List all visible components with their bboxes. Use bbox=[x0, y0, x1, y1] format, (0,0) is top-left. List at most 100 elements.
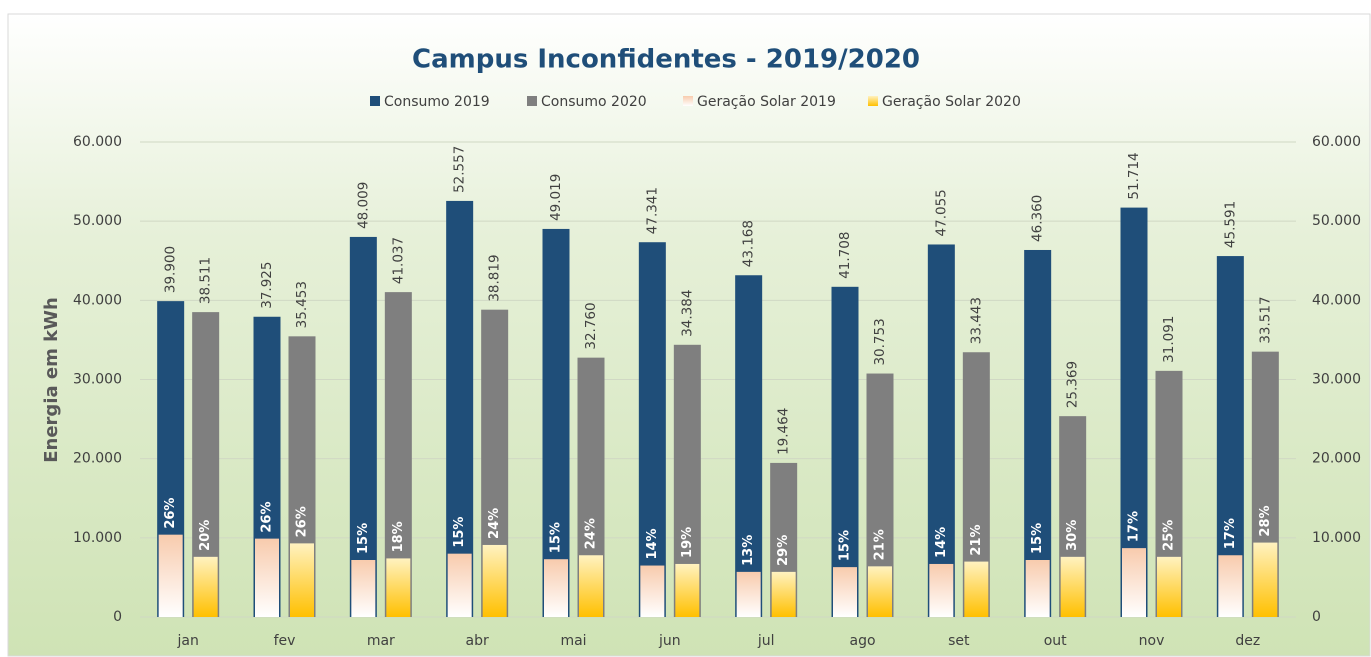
value-label: 47.341 bbox=[644, 187, 660, 234]
solar-bar bbox=[1122, 548, 1146, 617]
solar-bar bbox=[544, 559, 568, 617]
bar bbox=[542, 228, 570, 617]
solar-bar bbox=[929, 563, 954, 617]
percent-label: 19% bbox=[680, 527, 695, 558]
solar-bar bbox=[447, 553, 472, 617]
value-label: 41.708 bbox=[837, 232, 853, 279]
solar-bar bbox=[158, 534, 183, 617]
percent-label: 28% bbox=[1258, 505, 1273, 536]
percent-label: 15% bbox=[838, 530, 853, 561]
y-tick-label: 40.000 bbox=[73, 292, 122, 308]
solar-bar bbox=[833, 567, 857, 617]
value-label: 38.819 bbox=[487, 254, 503, 301]
legend-swatch bbox=[868, 96, 878, 106]
value-label: 35.453 bbox=[294, 281, 310, 328]
value-label: 39.900 bbox=[163, 246, 179, 293]
y2-tick-label: 60.000 bbox=[1312, 134, 1361, 150]
bar bbox=[831, 286, 859, 617]
solar-bar bbox=[1157, 556, 1181, 617]
solar-bar bbox=[255, 538, 279, 617]
percent-label: 15% bbox=[549, 522, 564, 553]
legend-label: Consumo 2019 bbox=[384, 94, 490, 110]
percent-label: 18% bbox=[391, 521, 406, 552]
percent-label: 30% bbox=[1065, 520, 1080, 551]
percent-label: 20% bbox=[198, 520, 213, 551]
value-label: 43.168 bbox=[741, 220, 757, 267]
legend-swatch bbox=[683, 96, 693, 106]
percent-label: 15% bbox=[356, 523, 371, 554]
solar-bar bbox=[771, 571, 796, 617]
x-tick-label: fev bbox=[274, 633, 296, 649]
value-label: 38.511 bbox=[198, 257, 214, 304]
bar bbox=[927, 244, 955, 617]
solar-bar bbox=[868, 566, 892, 617]
percent-label: 24% bbox=[487, 508, 502, 539]
value-label: 30.753 bbox=[872, 318, 888, 365]
value-label: 51.714 bbox=[1126, 152, 1142, 199]
percent-label: 26% bbox=[260, 502, 275, 533]
percent-label: 25% bbox=[1162, 520, 1177, 551]
percent-label: 17% bbox=[1127, 511, 1142, 542]
y-tick-label: 60.000 bbox=[73, 134, 122, 150]
percent-label: 26% bbox=[163, 498, 178, 529]
value-label: 34.384 bbox=[679, 290, 695, 337]
percent-label: 17% bbox=[1223, 518, 1238, 549]
value-label: 31.091 bbox=[1161, 316, 1177, 363]
value-label: 32.760 bbox=[583, 302, 599, 349]
bar bbox=[446, 200, 474, 617]
solar-bar bbox=[640, 565, 665, 617]
x-tick-label: nov bbox=[1139, 633, 1165, 649]
x-tick-label: jul bbox=[757, 633, 775, 649]
x-tick-label: ago bbox=[849, 633, 875, 649]
value-label: 47.055 bbox=[933, 189, 949, 236]
solar-bar bbox=[290, 543, 314, 617]
value-label: 41.037 bbox=[390, 237, 406, 284]
y-tick-label: 0 bbox=[113, 609, 122, 625]
solar-bar bbox=[193, 556, 218, 617]
percent-label: 26% bbox=[295, 506, 310, 537]
legend-label: Consumo 2020 bbox=[541, 94, 647, 110]
x-tick-label: mai bbox=[560, 633, 586, 649]
value-label: 37.925 bbox=[259, 262, 275, 309]
bar bbox=[638, 242, 666, 617]
x-tick-label: abr bbox=[466, 633, 489, 649]
value-label: 52.557 bbox=[452, 146, 468, 193]
legend-label: Geração Solar 2020 bbox=[882, 94, 1021, 110]
x-tick-label: jan bbox=[176, 633, 198, 649]
value-label: 48.009 bbox=[355, 182, 371, 229]
value-label: 25.369 bbox=[1065, 361, 1081, 408]
value-label: 33.443 bbox=[968, 297, 984, 344]
percent-label: 13% bbox=[741, 535, 756, 566]
x-tick-label: out bbox=[1044, 633, 1067, 649]
solar-bar bbox=[1253, 542, 1278, 617]
chart-title: Campus Inconfidentes - 2019/2020 bbox=[412, 45, 920, 75]
solar-bar bbox=[1218, 555, 1243, 617]
solar-bar bbox=[1025, 560, 1050, 617]
y2-tick-label: 10.000 bbox=[1312, 530, 1361, 546]
legend-swatch bbox=[370, 96, 380, 106]
solar-bar bbox=[675, 563, 700, 617]
bar bbox=[735, 275, 763, 617]
y2-tick-label: 0 bbox=[1312, 609, 1321, 625]
y-tick-label: 20.000 bbox=[73, 451, 122, 467]
percent-label: 15% bbox=[1030, 523, 1045, 554]
percent-label: 15% bbox=[452, 517, 467, 548]
y2-tick-label: 20.000 bbox=[1312, 451, 1361, 467]
value-label: 45.591 bbox=[1222, 201, 1238, 248]
y2-tick-label: 30.000 bbox=[1312, 372, 1361, 388]
y-axis-title: Energia em kWh bbox=[41, 297, 62, 463]
percent-label: 14% bbox=[645, 528, 660, 559]
y2-tick-label: 40.000 bbox=[1312, 292, 1361, 308]
solar-bar bbox=[386, 558, 411, 617]
legend-swatch bbox=[527, 96, 537, 106]
solar-bar bbox=[482, 544, 507, 617]
value-label: 49.019 bbox=[548, 174, 564, 221]
solar-bar bbox=[351, 560, 376, 617]
percent-label: 29% bbox=[776, 535, 791, 566]
y-tick-label: 10.000 bbox=[73, 530, 122, 546]
x-tick-label: dez bbox=[1235, 633, 1260, 649]
y-tick-label: 50.000 bbox=[73, 213, 122, 229]
y2-tick-label: 50.000 bbox=[1312, 213, 1361, 229]
bar bbox=[1024, 249, 1052, 617]
